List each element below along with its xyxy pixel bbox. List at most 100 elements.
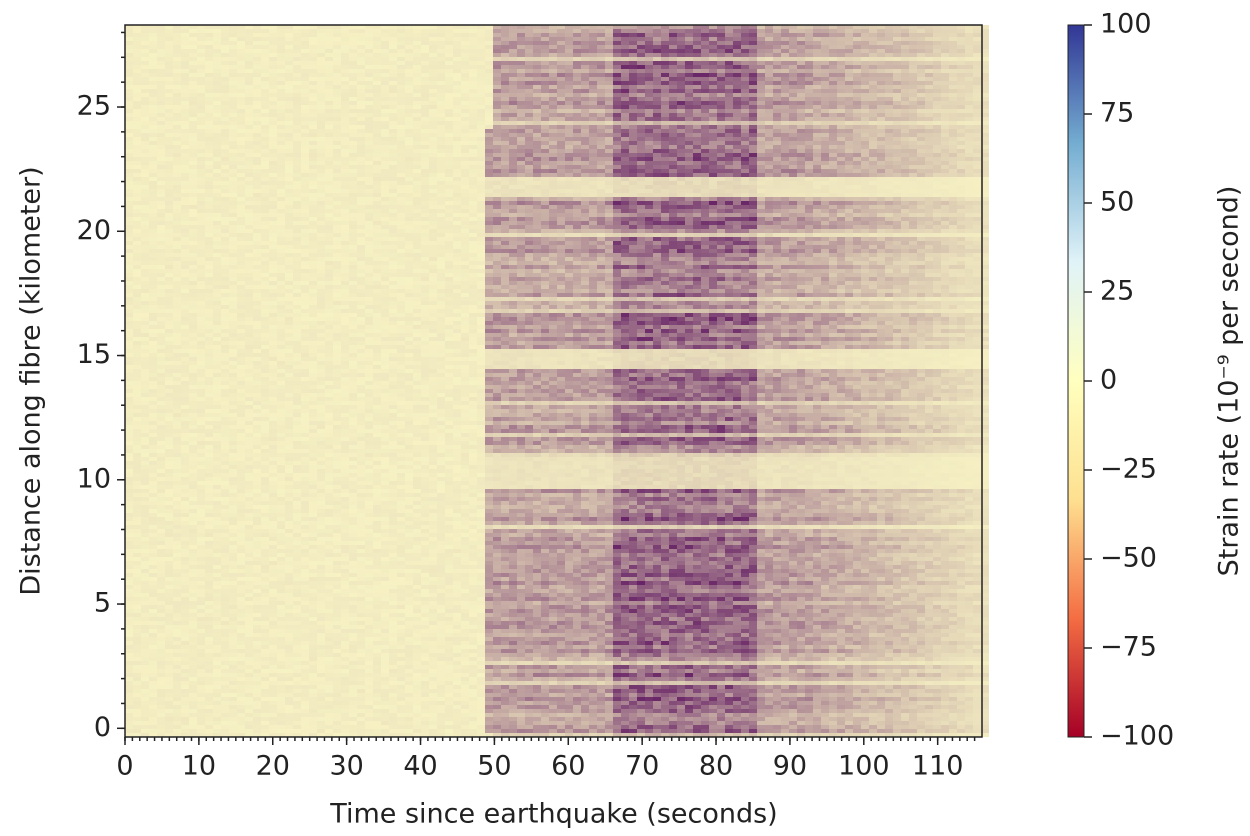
heatmap-cell (565, 133, 573, 137)
heatmap-cell (189, 157, 197, 161)
heatmap-cell (925, 113, 933, 117)
heatmap-cell (357, 41, 365, 45)
heatmap-cell (269, 149, 277, 153)
heatmap-cell (685, 177, 693, 181)
heatmap-cell (533, 121, 541, 125)
heatmap-cell (301, 61, 309, 65)
heatmap-cell (933, 41, 941, 45)
heatmap-cell (661, 177, 669, 181)
heatmap-cell (661, 129, 669, 133)
heatmap-cell (421, 105, 429, 109)
heatmap-cell (597, 117, 605, 121)
heatmap-cell (589, 89, 597, 93)
heatmap-cell (133, 33, 141, 37)
heatmap-cell (341, 177, 349, 181)
heatmap-cell (325, 205, 333, 209)
heatmap-cell (461, 61, 469, 65)
heatmap-cell (429, 137, 437, 141)
heatmap-cell (373, 45, 381, 49)
heatmap-cell (293, 49, 301, 53)
heatmap-cell (789, 101, 797, 105)
heatmap-cell (805, 157, 813, 161)
heatmap-cell (541, 149, 549, 153)
heatmap-cell (173, 49, 181, 53)
heatmap-cell (829, 185, 837, 189)
heatmap-cell (645, 185, 653, 189)
heatmap-cell (261, 117, 269, 121)
heatmap-cell (869, 97, 877, 101)
heatmap-cell (773, 153, 781, 157)
heatmap-cell (869, 137, 877, 141)
heatmap-cell (781, 49, 789, 53)
heatmap-cell (717, 65, 725, 69)
heatmap-cell (653, 125, 661, 129)
heatmap-cell (701, 49, 709, 53)
heatmap-cell (629, 73, 637, 77)
heatmap-cell (701, 201, 709, 205)
heatmap-cell (717, 37, 725, 41)
heatmap-cell (333, 57, 341, 61)
heatmap-cell (141, 37, 149, 41)
heatmap-cell (173, 177, 181, 181)
heatmap-cell (781, 113, 789, 117)
heatmap-cell (821, 193, 829, 197)
heatmap-cell (693, 201, 701, 205)
heatmap-cell (493, 133, 501, 137)
heatmap-cell (621, 145, 629, 149)
heatmap-cell (541, 61, 549, 65)
heatmap-cell (925, 205, 933, 209)
heatmap-cell (245, 33, 253, 37)
heatmap-cell (893, 29, 901, 33)
heatmap-cell (421, 113, 429, 117)
heatmap-cell (245, 61, 253, 65)
heatmap-cell (853, 161, 861, 165)
heatmap-cell (749, 109, 757, 113)
heatmap-cell (253, 145, 261, 149)
heatmap-cell (413, 201, 421, 205)
heatmap-cell (701, 153, 709, 157)
heatmap-cell (933, 193, 941, 197)
heatmap-cell (509, 193, 517, 197)
heatmap-cell (453, 133, 461, 137)
heatmap-cell (909, 77, 917, 81)
heatmap-cell (381, 73, 389, 77)
heatmap-cell (365, 85, 373, 89)
heatmap-cell (445, 53, 453, 57)
heatmap-cell (413, 33, 421, 37)
heatmap-cell (301, 189, 309, 193)
heatmap-cell (813, 85, 821, 89)
heatmap-cell (941, 125, 949, 129)
heatmap-cell (373, 189, 381, 193)
heatmap-cell (917, 165, 925, 169)
heatmap-cell (557, 169, 565, 173)
heatmap-cell (173, 133, 181, 137)
heatmap-cell (821, 173, 829, 177)
heatmap-cell (917, 125, 925, 129)
heatmap-cell (365, 189, 373, 193)
heatmap-cell (605, 173, 613, 177)
heatmap-cell (845, 149, 853, 153)
heatmap-cell (549, 97, 557, 101)
heatmap-cell (941, 205, 949, 209)
heatmap-cell (765, 205, 773, 209)
heatmap-cell (605, 85, 613, 89)
heatmap-cell (509, 189, 517, 193)
heatmap-cell (733, 101, 741, 105)
heatmap-cell (805, 81, 813, 85)
heatmap-cell (837, 85, 845, 89)
heatmap-cell (677, 69, 685, 73)
heatmap-cell (365, 177, 373, 181)
heatmap-cell (453, 113, 461, 117)
heatmap-cell (565, 165, 573, 169)
heatmap-cell (781, 101, 789, 105)
heatmap-cell (597, 65, 605, 69)
heatmap-cell (413, 37, 421, 41)
heatmap-cell (869, 49, 877, 53)
heatmap-cell (501, 177, 509, 181)
heatmap-cell (781, 129, 789, 133)
heatmap-cell (797, 53, 805, 57)
heatmap-cell (701, 157, 709, 161)
heatmap-cell (525, 181, 533, 185)
heatmap-cell (365, 45, 373, 49)
heatmap-cell (709, 45, 717, 49)
